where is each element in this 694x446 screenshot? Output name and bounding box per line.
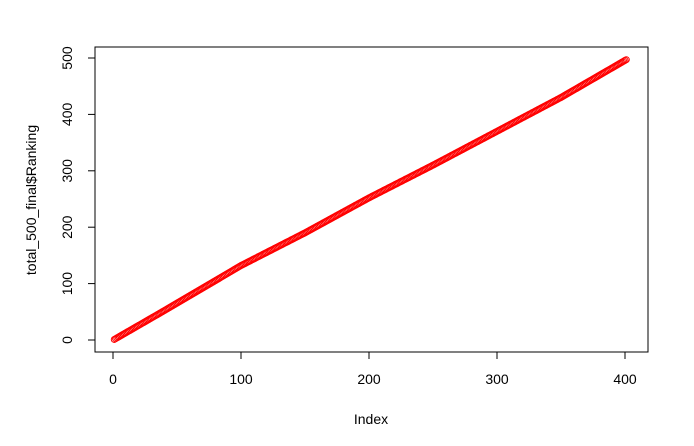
y-tick-label: 400	[59, 103, 75, 127]
y-tick-label: 300	[59, 159, 75, 183]
data-points	[110, 56, 630, 343]
x-tick-label: 0	[109, 371, 117, 387]
data-point	[622, 56, 630, 64]
x-tick-label: 300	[485, 371, 509, 387]
y-tick-label: 0	[59, 336, 75, 344]
x-tick-label: 200	[357, 371, 381, 387]
x-axis: 0 100 200 300 400	[109, 351, 637, 387]
y-axis-title: total_500_final$Ranking	[23, 125, 39, 275]
x-tick-label: 400	[613, 371, 637, 387]
x-axis-title: Index	[354, 411, 388, 427]
y-axis: 0 100 200 300 400 500	[59, 46, 96, 344]
y-tick-label: 500	[59, 46, 75, 70]
y-tick-label: 100	[59, 272, 75, 296]
x-tick-label: 100	[229, 371, 253, 387]
data-point	[621, 56, 629, 64]
y-tick-label: 200	[59, 215, 75, 239]
